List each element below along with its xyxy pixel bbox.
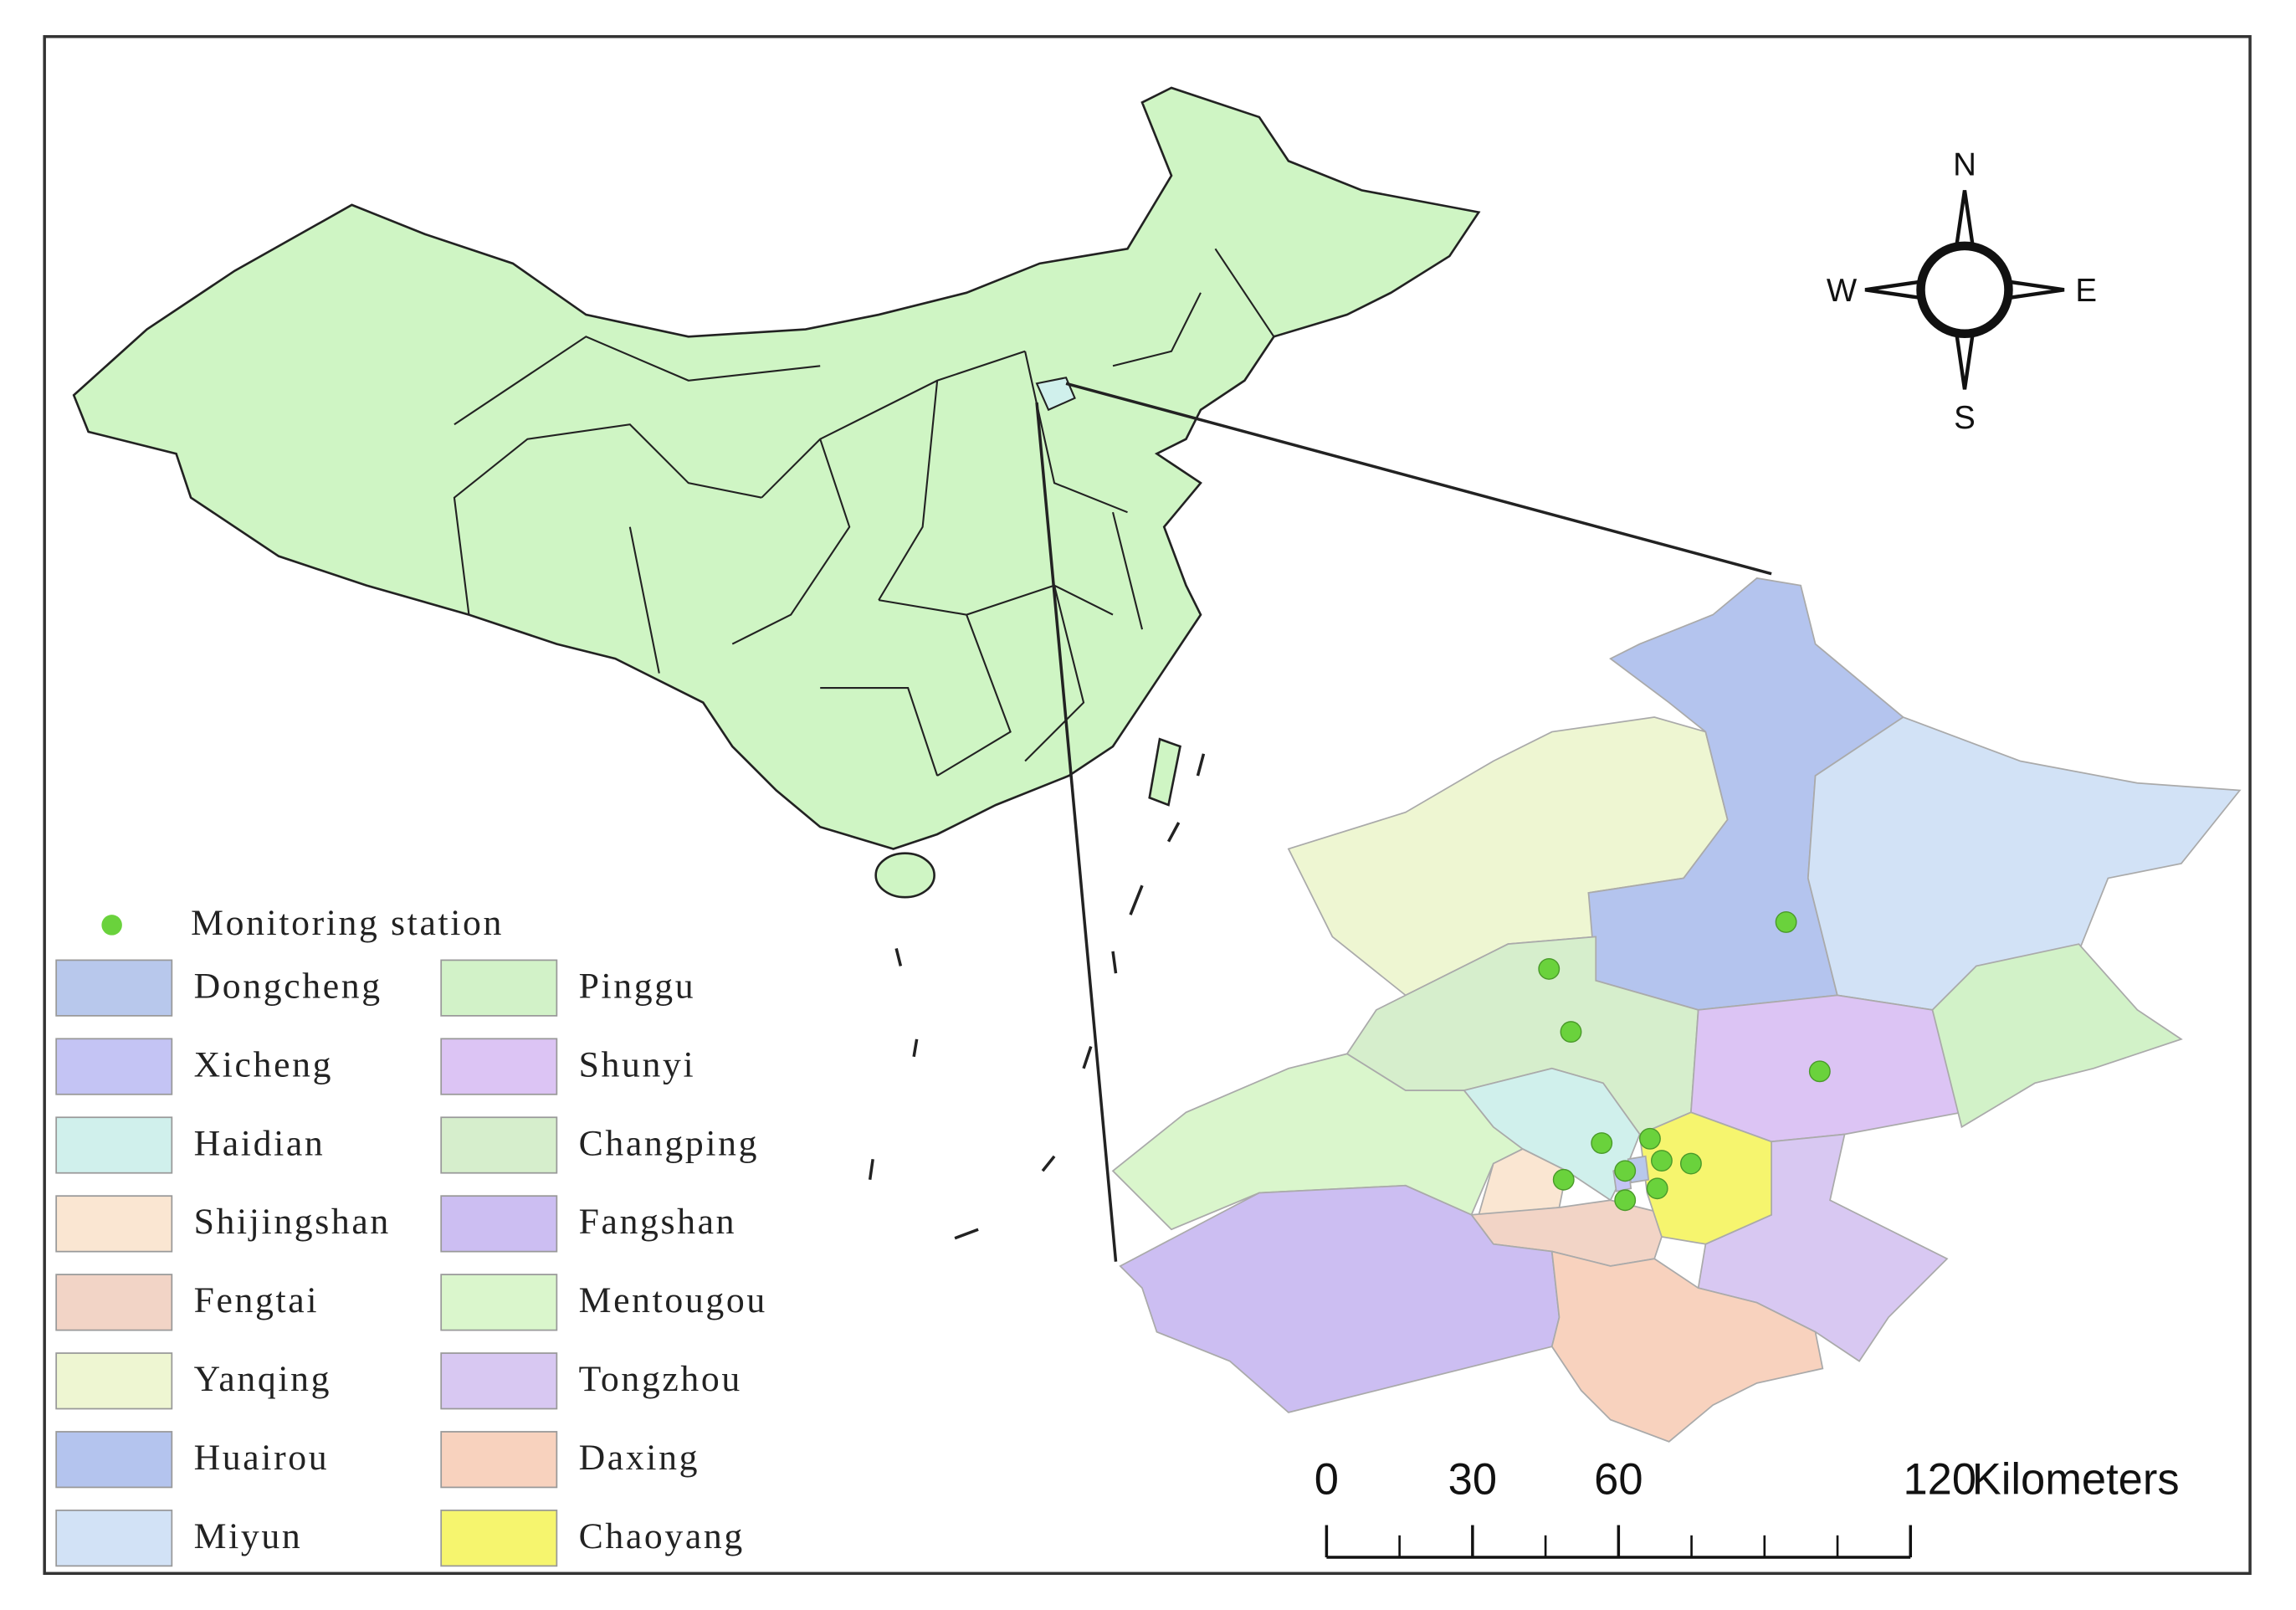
monitoring-station bbox=[1538, 957, 1561, 980]
monitoring-station bbox=[1614, 1160, 1637, 1182]
legend-label: Huairou bbox=[194, 1438, 330, 1478]
beijing-highlight bbox=[1035, 377, 1076, 412]
monitoring-station bbox=[1646, 1177, 1668, 1200]
china-map bbox=[72, 86, 1772, 1262]
scale-unit: Kilometers bbox=[1972, 1456, 2180, 1505]
monitoring-station bbox=[1679, 1152, 1702, 1175]
province-borders bbox=[453, 248, 1275, 777]
hainan bbox=[874, 852, 935, 899]
scale-label: 0 bbox=[1315, 1456, 1339, 1505]
zoom-line bbox=[1065, 382, 1772, 576]
legend-label: Fengtai bbox=[194, 1280, 320, 1320]
beijing-map bbox=[1111, 577, 2242, 1443]
legend-label: Daxing bbox=[579, 1438, 700, 1478]
legend-swatch bbox=[55, 1195, 173, 1253]
monitoring-station bbox=[1808, 1060, 1831, 1083]
compass-w: W bbox=[1827, 273, 1858, 309]
legend-label: Shijingshan bbox=[194, 1202, 391, 1242]
legend-swatch bbox=[440, 959, 558, 1017]
compass-n: N bbox=[1953, 147, 1976, 183]
legend-swatch bbox=[55, 959, 173, 1017]
district bbox=[1931, 943, 2183, 1129]
compass: N S W E bbox=[1827, 147, 2097, 437]
monitoring-station bbox=[1591, 1132, 1613, 1154]
taiwan bbox=[1148, 737, 1181, 807]
monitoring-station bbox=[1650, 1150, 1673, 1172]
legend-swatch bbox=[440, 1352, 558, 1410]
legend-label: Yanqing bbox=[194, 1359, 332, 1399]
legend: Monitoring station Dongcheng Xicheng Haidi… bbox=[55, 903, 767, 1567]
legend-swatch bbox=[55, 1510, 173, 1567]
legend-label: Haidian bbox=[194, 1123, 325, 1163]
legend-label: Dongcheng bbox=[194, 966, 382, 1006]
scale-label: 120 bbox=[1903, 1456, 1976, 1505]
legend-label: Chaoyang bbox=[579, 1516, 745, 1556]
legend-swatch bbox=[440, 1510, 558, 1567]
legend-label: Xicheng bbox=[194, 1044, 333, 1084]
legend-label: Tongzhou bbox=[579, 1359, 742, 1399]
legend-swatch bbox=[440, 1195, 558, 1253]
legend-swatch bbox=[55, 1431, 173, 1489]
district bbox=[1550, 1250, 1824, 1443]
legend-swatch bbox=[440, 1274, 558, 1331]
legend-label: Changping bbox=[579, 1123, 759, 1163]
monitoring-station bbox=[1614, 1189, 1637, 1212]
monitoring-station bbox=[1638, 1127, 1661, 1150]
legend-label: Fangshan bbox=[579, 1202, 737, 1242]
legend-swatch bbox=[55, 1038, 173, 1095]
scale-label: 30 bbox=[1448, 1456, 1497, 1505]
monitoring-station bbox=[1775, 910, 1797, 933]
legend-label: Pinggu bbox=[579, 966, 696, 1006]
legend-label: Miyun bbox=[194, 1516, 303, 1556]
compass-e: E bbox=[2075, 273, 2097, 309]
legend-marker-label: Monitoring station bbox=[191, 903, 504, 943]
legend-swatch bbox=[55, 1116, 173, 1174]
legend-swatch bbox=[440, 1116, 558, 1174]
china-outline bbox=[72, 86, 1481, 850]
district bbox=[1638, 1111, 1772, 1245]
legend-label: Shunyi bbox=[579, 1044, 696, 1084]
legend-swatch bbox=[55, 1352, 173, 1410]
compass-s: S bbox=[1954, 400, 1976, 436]
sea-border-dashes bbox=[868, 753, 1206, 1240]
legend-marker bbox=[101, 915, 122, 936]
legend-swatch bbox=[440, 1038, 558, 1095]
legend-swatch bbox=[55, 1274, 173, 1331]
scale-label: 60 bbox=[1594, 1456, 1643, 1505]
monitoring-station bbox=[1560, 1021, 1582, 1043]
legend-swatch bbox=[440, 1431, 558, 1489]
zoom-line bbox=[1035, 402, 1118, 1262]
legend-label: Mentougou bbox=[579, 1280, 767, 1320]
monitoring-station bbox=[1552, 1168, 1575, 1191]
